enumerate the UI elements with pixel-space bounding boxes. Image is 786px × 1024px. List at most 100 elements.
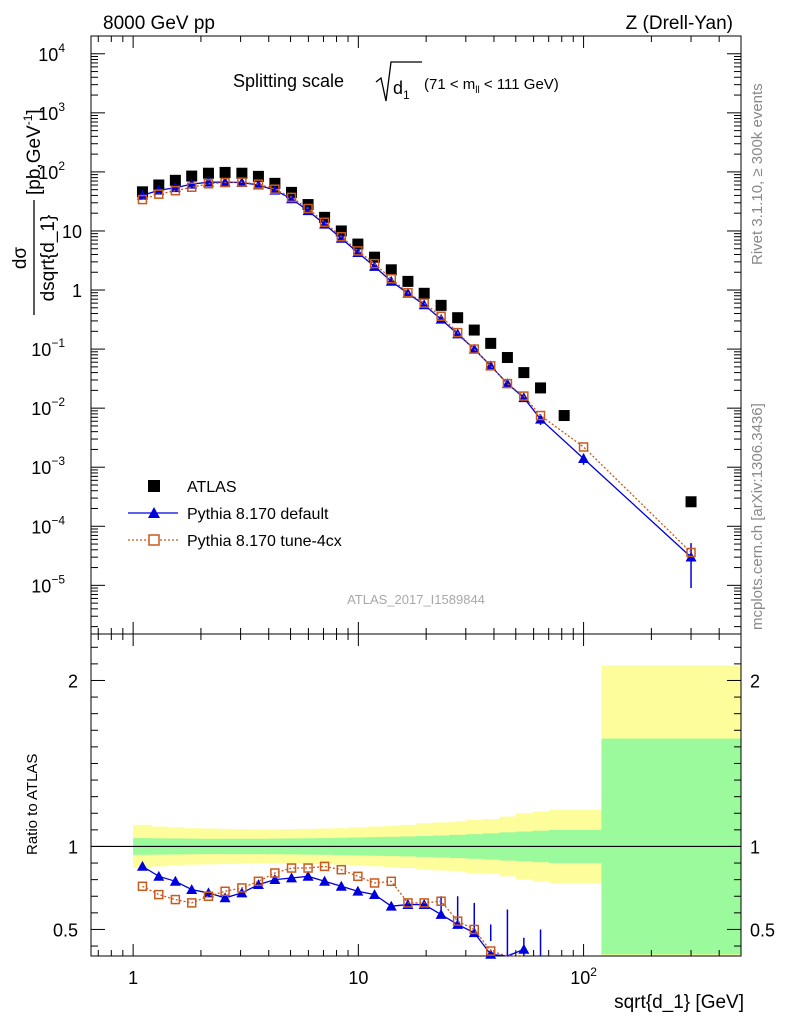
atlas-point	[402, 275, 414, 287]
pythia-4cx-point	[436, 311, 446, 321]
pythia-4cx-point	[253, 179, 264, 189]
legend-label: Pythia 8.170 default	[187, 506, 329, 523]
legend-marker-atlas	[148, 480, 160, 492]
pythia-4cx-point	[452, 327, 463, 338]
pythia-4cx-point	[186, 182, 197, 192]
atlas-point	[186, 170, 198, 182]
atlas-point	[369, 251, 381, 263]
atlas-point	[335, 225, 347, 237]
ratio-y-tick-label: 1	[68, 837, 78, 857]
y-tick-label-sup: −1	[51, 336, 65, 350]
pythia-4cx-point	[237, 177, 247, 187]
pythia-4cx-point	[270, 184, 280, 194]
pythia-4cx-point	[386, 274, 397, 284]
atlas-point	[319, 211, 331, 223]
legend: ATLAS Pythia 8.170 default Pythia 8.170 tu…	[128, 479, 342, 550]
ratio-y-tick-label-right: 2	[750, 671, 760, 691]
pythia-4cx-point	[303, 863, 313, 873]
side-text-bottom: mcplots.cern.ch [arXiv:1306.3436]	[749, 403, 766, 630]
atlas-point	[685, 496, 697, 508]
ylabel-unit-end: ]	[24, 109, 45, 114]
pythia-default-point	[578, 453, 590, 463]
pythia-4cx-point	[436, 896, 446, 906]
pythia-default-point	[369, 261, 381, 271]
chart-title: Splitting scale	[233, 71, 344, 91]
atlas-point	[501, 352, 513, 364]
legend-marker-pythia-4cx	[148, 534, 160, 546]
atlas-point	[385, 264, 397, 276]
ylabel-den: dsqrt{d_1}	[38, 215, 59, 302]
pythia-default-point	[169, 875, 181, 886]
pythia-4cx-point	[270, 868, 280, 878]
pythia-default-point	[219, 176, 231, 187]
pythia-default-point	[269, 874, 281, 885]
title-main: Splitting scale	[233, 71, 344, 91]
atlas-point	[286, 186, 298, 198]
title-sqrt-sub: 1	[403, 88, 410, 102]
pythia-default-point	[468, 927, 480, 938]
atlas-point	[418, 287, 430, 299]
pythia-4cx-point	[469, 344, 479, 354]
ratio-series-pythia-4cx	[137, 861, 524, 957]
pythia-4cx-point	[137, 881, 148, 892]
pythia-default-point	[319, 875, 331, 886]
pythia-4cx-line	[142, 181, 692, 553]
ratio-y-tick-label-right: 1	[750, 837, 760, 857]
pythia-default-point	[335, 880, 347, 891]
pythia-4cx-point	[502, 378, 513, 389]
side-text-top: Rivet 3.1.10, ≥ 300k events	[749, 83, 766, 265]
pythia-default-point	[369, 889, 381, 899]
series-atlas	[136, 166, 697, 508]
pythia-4cx-point	[336, 231, 347, 242]
pythia-4cx-point	[519, 391, 529, 401]
pythia-4cx-point	[403, 287, 413, 298]
title-range-b: < 111 GeV)	[480, 76, 559, 93]
ylabel-unit-sup: -1	[21, 114, 35, 125]
pythia-4cx-point	[485, 361, 496, 371]
pythia-default-point	[302, 870, 314, 881]
x-axis-label: sqrt{d_1} [GeV]	[614, 992, 744, 1013]
pythia-default-point	[435, 313, 447, 324]
y-tick-label: 10	[62, 222, 82, 242]
atlas-point	[202, 167, 214, 179]
y-tick-label-sup: 3	[58, 100, 65, 114]
title-sqrt-sign	[375, 61, 422, 102]
pythia-4cx-point	[369, 258, 380, 269]
atlas-point	[352, 238, 364, 250]
series-pythia-4cx	[137, 177, 696, 558]
pythia-default-point	[269, 184, 281, 195]
y-tick-label-sup: −2	[51, 395, 65, 409]
pythia-4cx-point	[485, 946, 496, 956]
pythia-4cx-point	[220, 886, 230, 897]
legend-marker-pythia-default	[148, 507, 160, 518]
ylabel-unit-main: [pb,GeV	[24, 125, 45, 195]
pythia-default-point	[452, 918, 464, 929]
pythia-4cx-point	[286, 192, 297, 203]
ratio-y-label: Ratio to ATLAS	[24, 754, 41, 855]
pythia-4cx-point	[419, 298, 429, 308]
pythia-4cx-point	[319, 217, 330, 228]
atlas-point	[535, 382, 547, 394]
pythia-4cx-point	[353, 871, 363, 882]
pythia-4cx-point	[419, 898, 429, 908]
y-tick-label: 1	[72, 281, 82, 301]
atlas-point	[518, 367, 530, 379]
title-sqrt-d: d	[393, 78, 403, 98]
pythia-4cx-point	[578, 442, 589, 452]
ylabel-num: dσ	[10, 247, 31, 270]
pythia-4cx-point	[170, 894, 181, 905]
pythia-default-point	[485, 360, 497, 371]
title-range-sub: ll	[475, 85, 479, 96]
title-sqrt: d1	[393, 78, 410, 102]
pythia-4cx-ratio-line	[142, 865, 524, 957]
pythia-4cx-point	[203, 891, 214, 901]
pythia-4cx-point	[154, 889, 164, 900]
pythia-default-point	[252, 179, 264, 190]
pythia-4cx-point	[403, 898, 413, 908]
y-axis-label: dσ dsqrt{d_1} [pb,GeV-1]	[10, 109, 59, 315]
x-tick-label: 10	[348, 968, 368, 988]
y-tick-label-sup: 4	[58, 41, 65, 55]
x-tick-label-sup: 2	[590, 965, 597, 979]
pythia-4cx-point	[186, 898, 197, 908]
